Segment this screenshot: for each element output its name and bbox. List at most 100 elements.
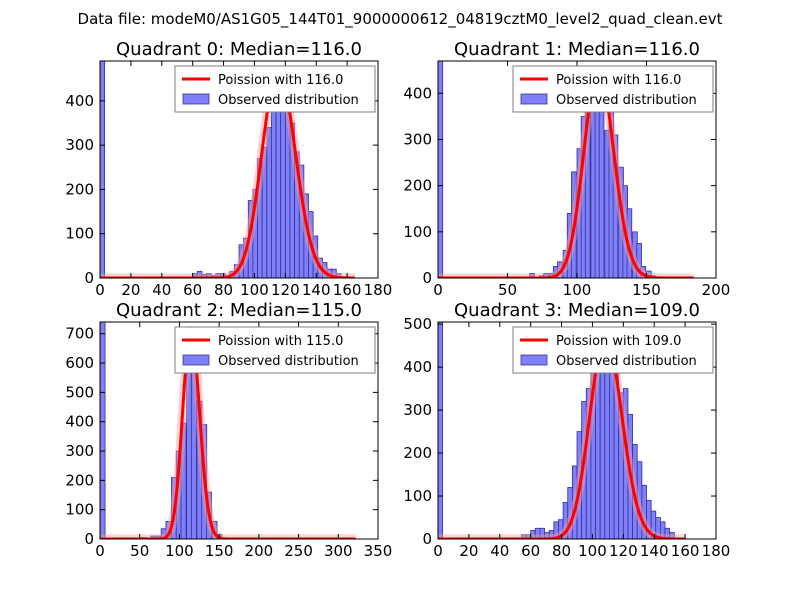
histogram-bar xyxy=(598,111,605,278)
y-tick-label: 0 xyxy=(422,269,432,287)
legend: Poission with 109.0 Observed distribution xyxy=(512,326,714,374)
legend-bar-swatch xyxy=(182,93,210,105)
x-tick-label: 300 xyxy=(324,542,353,560)
legend-bar-label: Observed distribution xyxy=(556,354,697,369)
x-tick-label: 100 xyxy=(240,281,269,299)
subplot-title: Quadrant 2: Median=115.0 xyxy=(116,300,362,321)
legend-bar-label: Observed distribution xyxy=(218,93,359,108)
subplot-title: Quadrant 1: Median=116.0 xyxy=(454,39,700,60)
legend-curve-label: Poission with 116.0 xyxy=(556,73,681,88)
y-tick-label: 200 xyxy=(403,177,432,195)
x-tick-label: 80 xyxy=(214,281,233,299)
subplot-quadrant-0: 0 20 40 60 80 100 120 140 160 1800100200300400Qua… xyxy=(65,39,392,299)
legend-bar-swatch xyxy=(182,354,210,366)
x-tick-label: 200 xyxy=(702,281,731,299)
histogram-bar xyxy=(100,61,106,278)
y-tick-label: 400 xyxy=(65,92,94,110)
legend-bar-swatch xyxy=(520,93,548,105)
y-tick-label: 300 xyxy=(403,401,432,419)
y-tick-label: 300 xyxy=(403,130,432,148)
legend: Poission with 115.0 Observed distribution xyxy=(174,326,376,374)
y-tick-label: 0 xyxy=(84,269,94,287)
x-tick-label: 180 xyxy=(702,542,731,560)
axes-frame xyxy=(437,321,717,540)
x-tick-label: 160 xyxy=(671,542,700,560)
legend-bar-label: Observed distribution xyxy=(556,93,697,108)
axes-frame xyxy=(99,321,379,540)
y-tick-label: 300 xyxy=(65,136,94,154)
x-tick-label: 50 xyxy=(498,281,517,299)
x-tick-label: 0 xyxy=(95,281,105,299)
histogram-bar xyxy=(100,322,106,539)
x-tick-label: 150 xyxy=(205,542,234,560)
x-tick-label: 0 xyxy=(433,542,443,560)
y-tick-label: 200 xyxy=(65,180,94,198)
legend-bar-swatch xyxy=(520,354,548,366)
histogram-bar xyxy=(636,242,642,278)
subplot-quadrant-2: 0 50 100 150 200 250 300 350 0 100 200 300 400 500 600… xyxy=(65,300,392,560)
y-tick-label: 200 xyxy=(65,471,94,489)
y-tick-label: 300 xyxy=(65,442,94,460)
legend-bar-label: Observed distribution xyxy=(218,354,359,369)
y-tick-label: 200 xyxy=(403,444,432,462)
figure-suptitle: Data file: modeM0/AS1G05_144T01_90000006… xyxy=(78,10,723,29)
histogram-bar xyxy=(604,366,610,539)
subplot-quadrant-3: 0 20 40 60 80 100 120 140 160 1800100200300400500… xyxy=(403,300,730,560)
y-tick-label: 500 xyxy=(65,383,94,401)
x-tick-label: 40 xyxy=(152,281,171,299)
x-tick-label: 60 xyxy=(521,542,540,560)
legend: Poission with 116.0 Observed distribution xyxy=(512,65,714,113)
x-tick-label: 120 xyxy=(271,281,300,299)
poisson-curve xyxy=(100,68,356,278)
histogram-bar xyxy=(280,93,286,278)
x-tick-label: 80 xyxy=(552,542,571,560)
histogram-bar xyxy=(266,127,272,278)
subplot-quadrant-1: 0 50 100 150 200 0 100 200 300 400 Quadrant 1: Med… xyxy=(403,39,730,299)
x-tick-label: 50 xyxy=(130,542,149,560)
y-tick-label: 700 xyxy=(65,325,94,343)
y-tick-label: 400 xyxy=(403,84,432,102)
legend-curve-label: Poission with 109.0 xyxy=(556,334,681,349)
y-tick-label: 100 xyxy=(403,223,432,241)
y-tick-label: 100 xyxy=(403,487,432,505)
histogram-bar xyxy=(438,61,444,278)
x-tick-label: 100 xyxy=(578,542,607,560)
histogram-bar xyxy=(275,91,282,278)
x-tick-label: 100 xyxy=(165,542,194,560)
x-tick-label: 160 xyxy=(333,281,362,299)
poisson-curve xyxy=(438,68,695,278)
legend: Poission with 116.0 Observed distribution xyxy=(174,65,376,113)
legend-curve-label: Poission with 116.0 xyxy=(218,73,343,88)
x-tick-label: 200 xyxy=(245,542,274,560)
y-tick-label: 0 xyxy=(84,530,94,548)
x-tick-label: 180 xyxy=(364,281,393,299)
x-tick-label: 120 xyxy=(609,542,638,560)
x-tick-label: 140 xyxy=(302,281,331,299)
x-tick-label: 100 xyxy=(563,281,592,299)
x-tick-label: 0 xyxy=(95,542,105,560)
x-tick-label: 40 xyxy=(490,542,509,560)
subplot-title: Quadrant 0: Median=116.0 xyxy=(116,39,362,60)
x-tick-label: 150 xyxy=(632,281,661,299)
x-tick-label: 20 xyxy=(121,281,140,299)
poisson-curve-group xyxy=(100,65,359,278)
y-tick-label: 0 xyxy=(422,530,432,548)
x-tick-label: 250 xyxy=(284,542,313,560)
y-tick-label: 600 xyxy=(65,354,94,372)
y-tick-label: 400 xyxy=(403,358,432,376)
histogram-bar xyxy=(271,100,277,278)
histogram-bar xyxy=(438,322,444,539)
poisson-curve-group xyxy=(438,65,698,278)
x-tick-label: 350 xyxy=(364,542,393,560)
x-tick-label: 0 xyxy=(433,281,443,299)
y-tick-label: 100 xyxy=(65,225,94,243)
legend-curve-label: Poission with 115.0 xyxy=(218,334,343,349)
x-tick-label: 20 xyxy=(459,542,478,560)
x-tick-label: 60 xyxy=(183,281,202,299)
y-tick-label: 400 xyxy=(65,413,94,431)
histogram-bar xyxy=(612,134,619,278)
subplot-title: Quadrant 3: Median=109.0 xyxy=(454,300,700,321)
axes-frame xyxy=(99,60,379,279)
y-tick-label: 500 xyxy=(403,315,432,333)
